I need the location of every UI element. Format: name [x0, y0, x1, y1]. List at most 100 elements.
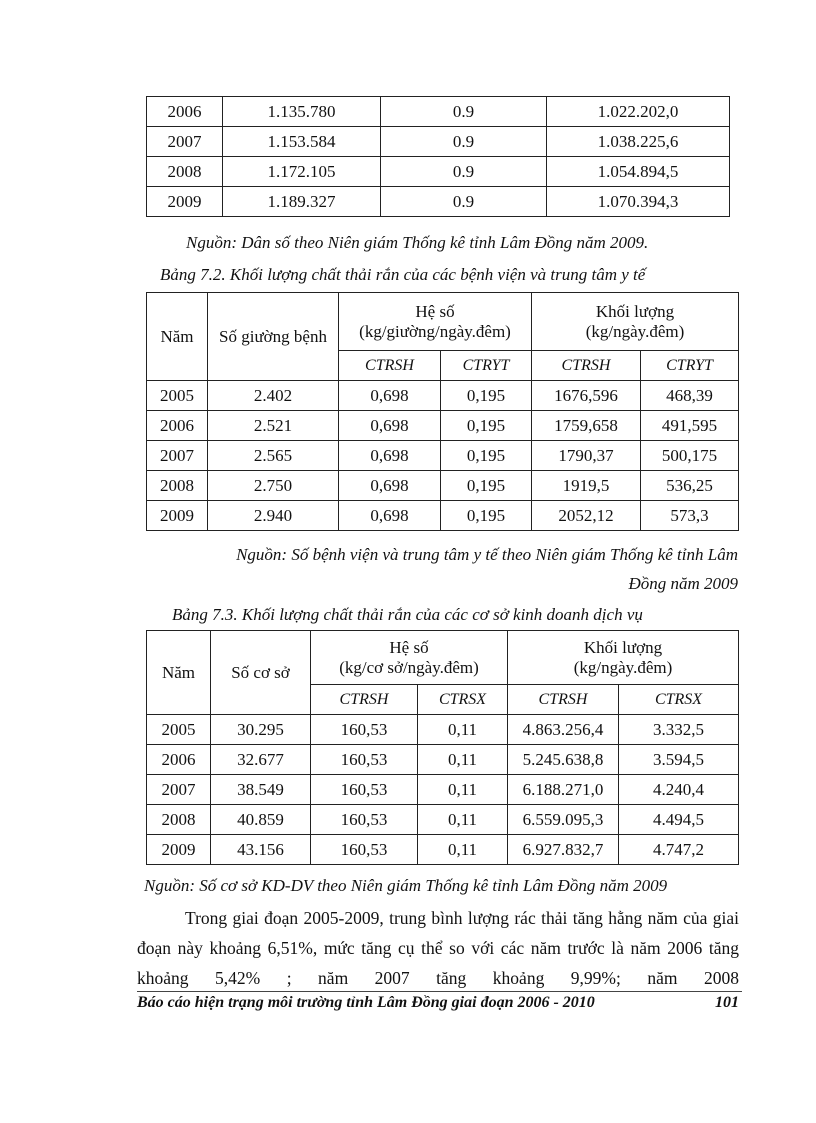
table-cell: 5.245.638,8	[507, 744, 619, 775]
mass-unit: (kg/ngày.đêm)	[573, 657, 673, 677]
table-cell: 0,698	[338, 380, 441, 411]
header-year: Năm	[146, 630, 211, 715]
table-cell: 491,595	[639, 410, 740, 441]
table-row: 2008 2.750 0,698 0,195 1919,5 536,25	[146, 470, 740, 501]
coef-unit: (kg/giường/ngày.đêm)	[359, 321, 511, 341]
table-cell: 500,175	[639, 440, 740, 471]
source-note-3: Nguồn: Số cơ sở KD-DV theo Niên giám Thố…	[144, 876, 668, 895]
table-cell: 1.135.780	[222, 96, 381, 127]
subheader: CTRYT	[639, 350, 740, 381]
table-cell: 38.549	[210, 774, 311, 805]
table-cell: 0.9	[380, 156, 547, 187]
table-cell: 0,698	[338, 500, 441, 531]
table-cell: 43.156	[210, 834, 311, 865]
population-table: 2006 1.135.780 0.9 1.022.202,0 2007 1.153.584…	[146, 96, 730, 217]
table-cell: 0,11	[417, 804, 508, 835]
table-row: 2007 1.153.584 0.9 1.038.225,6	[146, 126, 730, 157]
table-cell: 32.677	[210, 744, 311, 775]
table-cell: 2008	[146, 804, 211, 835]
table-cell: 0.9	[380, 96, 547, 127]
table-row: 2008 40.859 160,53 0,11 6.559.095,3 4.494,5	[146, 804, 740, 835]
subheader: CTRSX	[417, 684, 508, 715]
hospital-waste-table: Năm Số giường bệnh Hệ số (kg/giường/ngày.…	[146, 292, 740, 531]
table-cell: 0,195	[440, 440, 532, 471]
table-cell: 1676,596	[531, 380, 641, 411]
table-cell: 2006	[146, 96, 223, 127]
table-cell: 6.188.271,0	[507, 774, 619, 805]
table-cell: 0,698	[338, 410, 441, 441]
mass-unit: (kg/ngày.đêm)	[585, 321, 685, 341]
source-note-2a: Nguồn: Số bệnh viện và trung tâm y tế th…	[236, 545, 738, 564]
table-cell: 0,698	[338, 470, 441, 501]
table-cell: 40.859	[210, 804, 311, 835]
table-cell: 2.402	[207, 380, 339, 411]
table-cell: 2007	[146, 440, 208, 471]
table-cell: 0,11	[417, 744, 508, 775]
table-cell: 0,698	[338, 440, 441, 471]
table-cell: 160,53	[310, 834, 418, 865]
table-cell: 1.189.327	[222, 186, 381, 217]
header-mass: Khối lượng (kg/ngày.đêm)	[530, 292, 740, 351]
table-cell: 3.594,5	[617, 744, 740, 775]
subheader: CTRSH	[507, 684, 619, 715]
table-cell: 0.9	[380, 126, 547, 157]
table-cell: 1790,37	[531, 440, 641, 471]
table-cell: 2.565	[207, 440, 339, 471]
table-cell: 4.863.256,4	[507, 714, 619, 745]
header-bed-count: Số giường bệnh	[207, 292, 339, 381]
table-cell: 1.153.584	[222, 126, 381, 157]
table-cell: 2.940	[207, 500, 339, 531]
table-cell: 160,53	[310, 714, 418, 745]
table-cell: 0,11	[417, 774, 508, 805]
table-cell: 4.240,4	[617, 774, 740, 805]
table-cell: 0,195	[440, 500, 532, 531]
table-cell: 2006	[146, 410, 208, 441]
table-cell: 1.070.394,3	[546, 186, 730, 217]
table-cell: 2009	[146, 500, 208, 531]
header-mass: Khối lượng (kg/ngày.đêm)	[506, 630, 740, 685]
table-cell: 2005	[146, 714, 211, 745]
table-cell: 6.559.095,3	[507, 804, 619, 835]
coef-unit: (kg/cơ sở/ngày.đêm)	[339, 657, 479, 677]
table-cell: 0.9	[380, 186, 547, 217]
business-waste-table: Năm Số cơ sở Hệ số (kg/cơ sở/ngày.đêm) Kh…	[146, 630, 740, 865]
coef-label: Hệ số	[389, 637, 429, 657]
subheader: CTRSH	[310, 684, 418, 715]
table-row: 2007 2.565 0,698 0,195 1790,37 500,175	[146, 440, 740, 471]
table-cell: 2052,12	[531, 500, 641, 531]
table-cell: 0,195	[440, 380, 532, 411]
subheader: CTRYT	[440, 350, 532, 381]
table-cell: 2006	[146, 744, 211, 775]
table-row: 2009 2.940 0,698 0,195 2052,12 573,3	[146, 500, 740, 531]
table-cell: 536,25	[639, 470, 740, 501]
header-coefficient: Hệ số (kg/cơ sở/ngày.đêm)	[310, 630, 508, 685]
table-cell: 1.054.894,5	[546, 156, 730, 187]
table-cell: 2.750	[207, 470, 339, 501]
table-cell: 160,53	[310, 804, 418, 835]
table-cell: 1.038.225,6	[546, 126, 730, 157]
page-number: 101	[715, 994, 739, 1011]
mass-label: Khối lượng	[595, 301, 675, 321]
table-row: 2009 43.156 160,53 0,11 6.927.832,7 4.747,2	[146, 834, 740, 865]
table-cell: 2007	[146, 774, 211, 805]
table-cell: 573,3	[639, 500, 740, 531]
table-cell: 160,53	[310, 774, 418, 805]
table-cell: 2008	[146, 156, 223, 187]
table-row: 2009 1.189.327 0.9 1.070.394,3	[146, 186, 730, 217]
header-year: Năm	[146, 292, 208, 381]
subheader: CTRSH	[338, 350, 441, 381]
source-note-2b: Đồng năm 2009	[628, 574, 738, 593]
table-cell: 2005	[146, 380, 208, 411]
table-cell: 6.927.832,7	[507, 834, 619, 865]
table-cell: 2009	[146, 186, 223, 217]
paragraph-text: Trong giai đoạn 2005-2009, trung bình lư…	[137, 908, 739, 988]
body-paragraph: Trong giai đoạn 2005-2009, trung bình lư…	[137, 903, 739, 993]
table-cell: 1.172.105	[222, 156, 381, 187]
table-cell: 1759,658	[531, 410, 641, 441]
table-cell: 2007	[146, 126, 223, 157]
mass-label: Khối lượng	[583, 637, 663, 657]
table-cell: 0,11	[417, 834, 508, 865]
table-cell: 468,39	[639, 380, 740, 411]
table-cell: 4.747,2	[617, 834, 740, 865]
table-row: 2008 1.172.105 0.9 1.054.894,5	[146, 156, 730, 187]
